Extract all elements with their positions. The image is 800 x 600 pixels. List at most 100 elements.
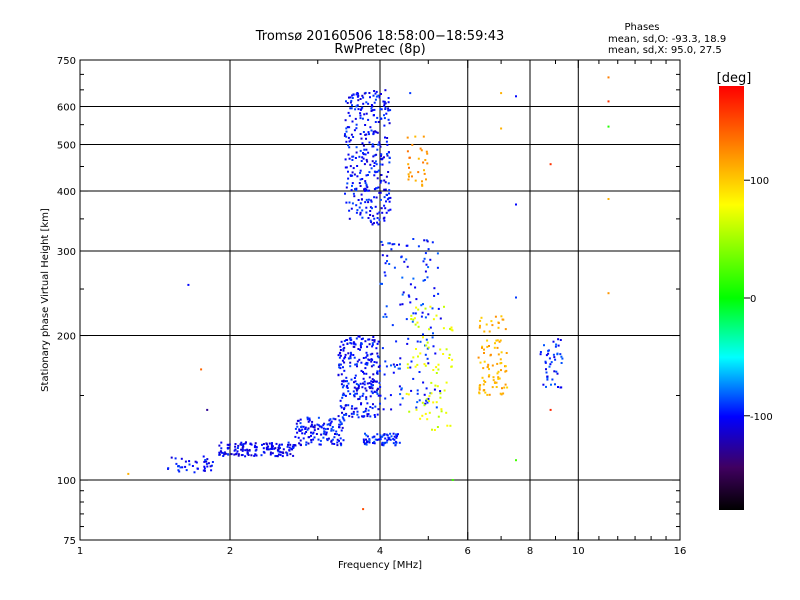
data-point <box>322 436 325 439</box>
data-point <box>246 452 249 455</box>
data-point <box>312 431 315 434</box>
data-point <box>336 444 339 447</box>
data-point <box>347 390 350 393</box>
data-point <box>356 388 359 391</box>
data-point <box>349 339 352 341</box>
data-point <box>322 432 325 435</box>
data-point <box>409 92 412 95</box>
data-point <box>539 351 542 353</box>
data-point <box>388 156 391 159</box>
data-point <box>355 189 358 192</box>
data-point <box>432 345 435 348</box>
data-point <box>342 349 345 352</box>
data-point <box>389 208 392 211</box>
data-point <box>422 336 424 339</box>
y-tick-label: 200 <box>57 332 76 343</box>
data-point <box>296 425 299 428</box>
data-point <box>334 418 337 421</box>
data-point <box>451 358 454 361</box>
data-point <box>383 204 386 207</box>
data-point <box>401 276 404 279</box>
data-point <box>383 156 385 159</box>
data-point <box>339 423 342 426</box>
data-point <box>364 187 367 190</box>
data-point <box>479 319 482 322</box>
data-point <box>422 279 425 282</box>
data-point <box>429 305 432 308</box>
data-point <box>425 344 428 347</box>
data-point <box>349 361 352 364</box>
data-point <box>552 340 555 343</box>
data-point <box>400 387 403 390</box>
data-point <box>341 359 344 362</box>
data-point <box>426 401 429 404</box>
data-point <box>365 351 368 354</box>
data-point <box>365 158 368 161</box>
data-point <box>388 189 391 192</box>
data-point <box>607 198 610 200</box>
data-point <box>379 434 382 437</box>
data-point <box>298 442 301 445</box>
data-point <box>367 409 370 412</box>
data-point <box>369 387 372 390</box>
data-point <box>338 366 341 369</box>
data-point <box>359 382 362 385</box>
data-point <box>423 363 426 366</box>
y-tick-label: 75 <box>63 536 76 547</box>
data-point <box>381 254 384 257</box>
data-point <box>488 374 491 377</box>
data-point <box>373 101 376 104</box>
data-point <box>503 386 506 389</box>
data-point <box>350 342 353 345</box>
data-point <box>367 174 369 176</box>
data-point <box>262 443 265 445</box>
data-point <box>363 189 366 192</box>
data-point <box>241 444 244 446</box>
data-point <box>356 95 359 98</box>
data-point <box>355 151 358 154</box>
data-point <box>366 413 369 416</box>
data-point <box>203 467 206 470</box>
data-point <box>354 380 357 383</box>
data-point <box>547 352 550 355</box>
data-point <box>392 371 395 374</box>
data-point <box>557 344 560 347</box>
data-point <box>554 358 557 361</box>
data-point <box>365 101 368 104</box>
data-point <box>280 451 283 454</box>
data-point <box>355 127 358 130</box>
data-point <box>317 427 320 430</box>
data-point <box>379 181 382 184</box>
data-point <box>379 394 382 397</box>
data-point <box>377 143 380 146</box>
data-point <box>393 243 396 246</box>
data-point <box>371 145 374 148</box>
data-point <box>364 432 366 435</box>
data-point <box>337 354 340 357</box>
data-point <box>436 252 439 255</box>
data-point <box>370 129 373 132</box>
data-point <box>439 348 442 351</box>
data-point <box>355 105 358 108</box>
data-point <box>369 353 372 356</box>
data-point <box>377 356 380 359</box>
data-point <box>346 342 349 345</box>
data-point <box>367 338 370 341</box>
data-point <box>390 364 392 367</box>
data-point <box>432 401 435 404</box>
colorbar <box>719 86 744 510</box>
data-point <box>401 303 404 306</box>
data-point <box>320 433 323 436</box>
data-point <box>374 121 377 123</box>
data-point <box>370 221 373 223</box>
data-point <box>343 369 346 372</box>
data-point <box>494 382 497 384</box>
data-point <box>362 102 365 105</box>
data-point <box>263 451 266 454</box>
data-point <box>353 195 356 198</box>
data-point <box>352 155 355 158</box>
data-point <box>371 109 374 112</box>
data-point <box>345 100 347 103</box>
data-point <box>349 96 352 99</box>
data-point <box>193 471 196 474</box>
